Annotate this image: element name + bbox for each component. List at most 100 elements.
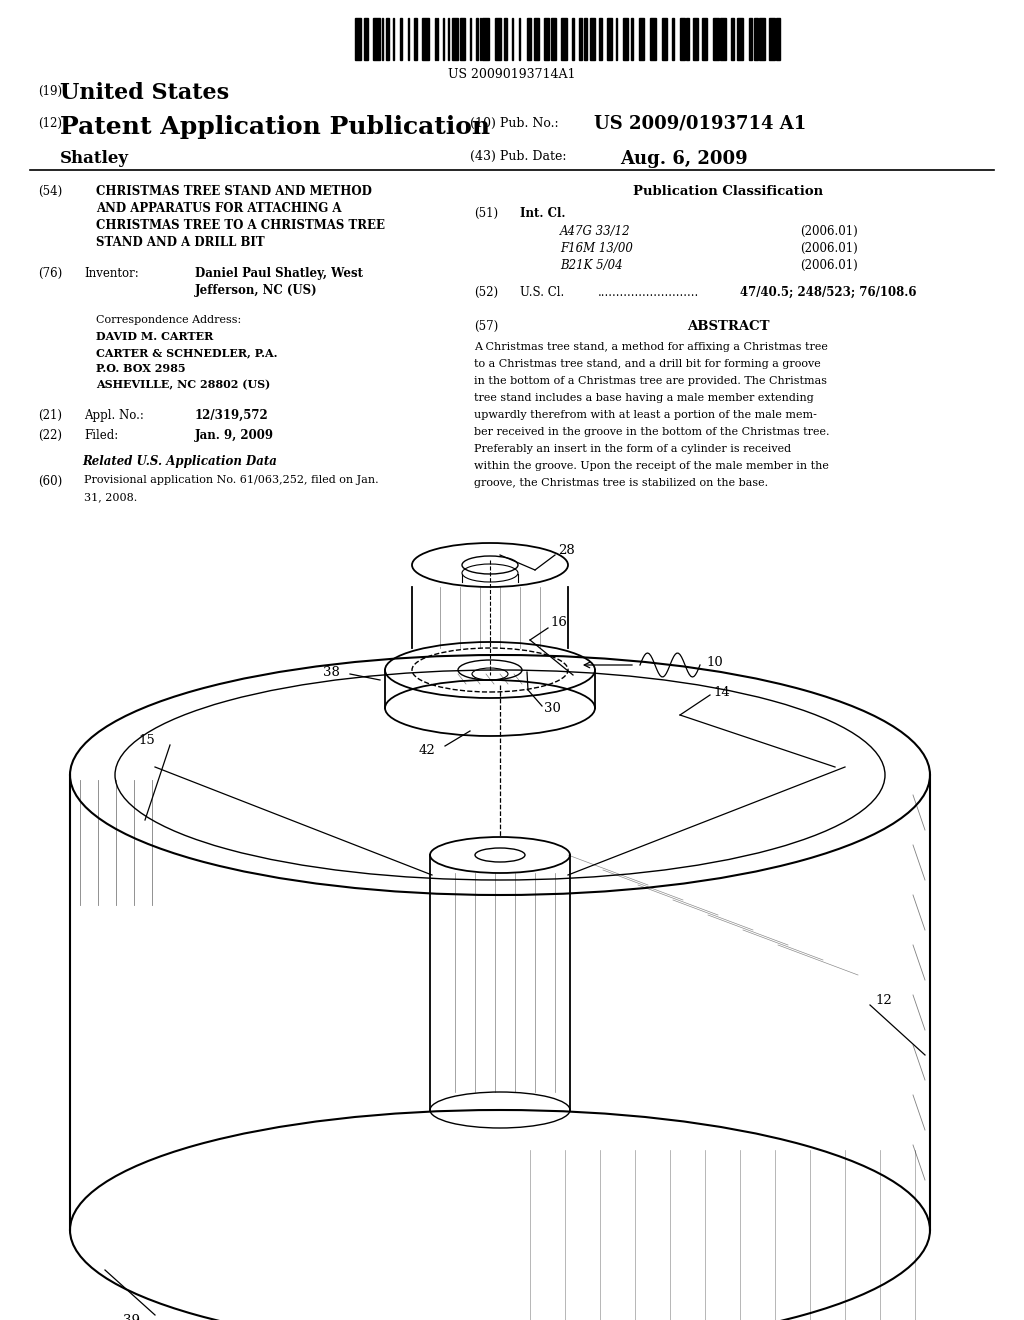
Text: 16: 16 — [550, 615, 567, 628]
Bar — [686, 18, 689, 59]
Bar — [737, 18, 743, 59]
Text: Aug. 6, 2009: Aug. 6, 2009 — [620, 150, 748, 168]
Bar — [769, 18, 775, 59]
Text: groove, the Christmas tree is stabilized on the base.: groove, the Christmas tree is stabilized… — [474, 478, 768, 488]
Bar — [374, 18, 380, 59]
Text: 12/319,572: 12/319,572 — [195, 409, 268, 422]
Bar — [422, 18, 428, 59]
Bar — [650, 18, 656, 59]
Text: CARTER & SCHNEDLER, P.A.: CARTER & SCHNEDLER, P.A. — [96, 347, 278, 358]
Text: upwardly therefrom with at least a portion of the male mem-: upwardly therefrom with at least a porti… — [474, 411, 817, 420]
Bar — [599, 18, 602, 59]
Bar — [755, 18, 758, 59]
Bar — [561, 18, 567, 59]
Text: US 20090193714A1: US 20090193714A1 — [449, 69, 575, 81]
Bar — [505, 18, 507, 59]
Bar — [584, 18, 587, 59]
Text: to a Christmas tree stand, and a drill bit for forming a groove: to a Christmas tree stand, and a drill b… — [474, 359, 821, 370]
Bar — [482, 18, 488, 59]
Bar — [590, 18, 595, 59]
Bar — [393, 18, 394, 59]
Bar — [526, 18, 531, 59]
Text: STAND AND A DRILL BIT: STAND AND A DRILL BIT — [96, 236, 264, 249]
Text: Inventor:: Inventor: — [84, 267, 138, 280]
Bar — [680, 18, 685, 59]
Text: 31, 2008.: 31, 2008. — [84, 492, 137, 502]
Text: 39: 39 — [123, 1313, 140, 1320]
Text: Shatley: Shatley — [60, 150, 129, 168]
Text: 15: 15 — [138, 734, 155, 747]
Text: 14: 14 — [713, 685, 730, 698]
Text: 10: 10 — [706, 656, 723, 668]
Text: Provisional application No. 61/063,252, filed on Jan.: Provisional application No. 61/063,252, … — [84, 475, 379, 484]
Text: DAVID M. CARTER: DAVID M. CARTER — [96, 331, 213, 342]
Text: US 2009/0193714 A1: US 2009/0193714 A1 — [594, 115, 806, 133]
Text: (51): (51) — [474, 207, 498, 220]
Text: Int. Cl.: Int. Cl. — [520, 207, 565, 220]
Text: 47/40.5; 248/523; 76/108.6: 47/40.5; 248/523; 76/108.6 — [740, 286, 916, 300]
Bar — [480, 18, 481, 59]
Text: (10) Pub. No.:: (10) Pub. No.: — [470, 117, 559, 129]
Text: (22): (22) — [38, 429, 62, 442]
Bar — [580, 18, 582, 59]
Bar — [663, 18, 668, 59]
Text: ...........................: ........................... — [598, 286, 699, 300]
Bar — [624, 18, 628, 59]
Text: (52): (52) — [474, 286, 498, 300]
Bar — [364, 18, 369, 59]
Bar — [607, 18, 612, 59]
Text: ABSTRACT: ABSTRACT — [687, 319, 769, 333]
Bar — [449, 18, 450, 59]
Text: (12): (12) — [38, 117, 62, 129]
Bar — [720, 18, 726, 59]
Text: Publication Classification: Publication Classification — [633, 185, 823, 198]
Bar — [776, 18, 780, 59]
Bar — [452, 18, 458, 59]
Text: P.O. BOX 2985: P.O. BOX 2985 — [96, 363, 185, 374]
Text: 42: 42 — [418, 744, 435, 758]
Text: A47G 33/12: A47G 33/12 — [560, 224, 631, 238]
Text: U.S. Cl.: U.S. Cl. — [520, 286, 564, 300]
Text: B21K 5/04: B21K 5/04 — [560, 259, 623, 272]
Bar — [544, 18, 549, 59]
Bar — [400, 18, 401, 59]
Bar — [414, 18, 418, 59]
Bar — [701, 18, 707, 59]
Text: Preferably an insert in the form of a cylinder is received: Preferably an insert in the form of a cy… — [474, 444, 792, 454]
Bar — [631, 18, 633, 59]
Bar — [519, 18, 520, 59]
Text: F16M 13/00: F16M 13/00 — [560, 242, 633, 255]
Bar — [616, 18, 617, 59]
Text: A Christmas tree stand, a method for affixing a Christmas tree: A Christmas tree stand, a method for aff… — [474, 342, 827, 352]
Text: (19): (19) — [38, 84, 62, 98]
Text: Daniel Paul Shatley, West: Daniel Paul Shatley, West — [195, 267, 362, 280]
Bar — [551, 18, 556, 59]
Bar — [437, 18, 438, 59]
Bar — [534, 18, 539, 59]
Bar — [713, 18, 719, 59]
Bar — [386, 18, 389, 59]
Text: Related U.S. Application Data: Related U.S. Application Data — [83, 455, 278, 469]
Bar — [434, 18, 436, 59]
Text: (2006.01): (2006.01) — [800, 224, 858, 238]
Text: Appl. No.:: Appl. No.: — [84, 409, 144, 422]
Text: Patent Application Publication: Patent Application Publication — [60, 115, 490, 139]
Bar — [408, 18, 409, 59]
Text: (76): (76) — [38, 267, 62, 280]
Bar — [693, 18, 698, 59]
Bar — [673, 18, 674, 59]
Text: (54): (54) — [38, 185, 62, 198]
Bar — [512, 18, 513, 59]
Text: (21): (21) — [38, 409, 62, 422]
Bar — [571, 18, 574, 59]
Bar — [731, 18, 733, 59]
Bar — [443, 18, 444, 59]
Text: Correspondence Address:: Correspondence Address: — [96, 315, 242, 325]
Bar — [759, 18, 765, 59]
Bar — [495, 18, 501, 59]
Bar — [750, 18, 752, 59]
Text: 12: 12 — [874, 994, 892, 1006]
Text: Jefferson, NC (US): Jefferson, NC (US) — [195, 284, 317, 297]
Text: in the bottom of a Christmas tree are provided. The Christmas: in the bottom of a Christmas tree are pr… — [474, 376, 827, 385]
Bar — [461, 18, 465, 59]
